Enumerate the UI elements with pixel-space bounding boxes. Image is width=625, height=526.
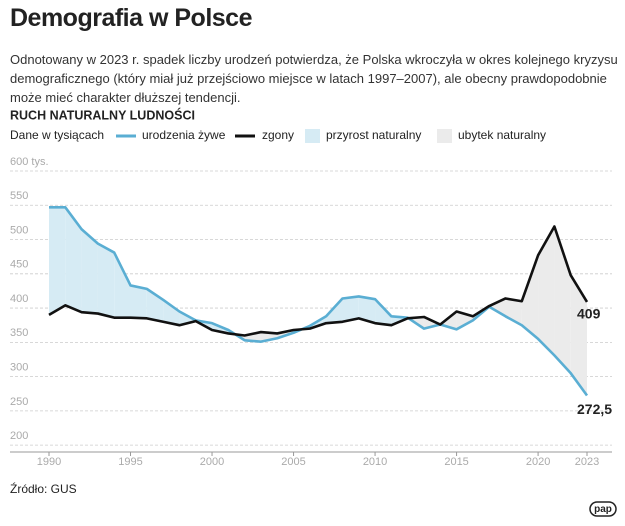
x-tick-label: 1990 xyxy=(37,456,61,468)
x-tick-label: 2015 xyxy=(444,456,468,468)
x-tick-label: 2005 xyxy=(281,456,305,468)
area-fill xyxy=(570,275,587,396)
x-tick-label: 2010 xyxy=(363,456,387,468)
logo-frame xyxy=(589,501,617,517)
area-fill xyxy=(114,252,131,318)
y-tick-label: 600 tys. xyxy=(10,156,49,168)
y-tick-label: 250 xyxy=(10,396,28,408)
area-fill xyxy=(505,298,522,326)
legend-label: ubytek naturalny xyxy=(458,128,546,142)
area-fill xyxy=(65,207,82,313)
y-tick-label: 450 xyxy=(10,259,28,271)
source: Źródło: GUS xyxy=(10,481,77,496)
area-fill xyxy=(260,332,278,342)
area-fill xyxy=(49,207,66,315)
x-tick-label: 2020 xyxy=(526,456,550,468)
area-fill xyxy=(342,296,359,322)
units-note: Dane w tysiącach xyxy=(10,128,104,142)
x-tick-label: 2000 xyxy=(200,456,224,468)
legend-swatch xyxy=(437,129,452,143)
area-fill xyxy=(130,285,147,319)
value-label: 409 xyxy=(577,306,601,322)
chart-title: RUCH NATURALNY LUDNOŚCI xyxy=(10,107,195,122)
area-fill xyxy=(358,296,376,324)
area-fill xyxy=(521,255,539,339)
area-fill xyxy=(489,298,506,317)
y-tick-label: 500 xyxy=(10,224,28,236)
title: Demografia w Polsce xyxy=(10,4,252,32)
legend-label: przyrost naturalny xyxy=(326,128,421,142)
y-tick-label: 350 xyxy=(10,327,28,339)
subtitle: Odnotowany w 2023 r. spadek liczby urodz… xyxy=(10,52,618,105)
value-label: 272,5 xyxy=(577,401,612,417)
y-tick-label: 400 xyxy=(10,293,28,305)
legend-label: urodzenia żywe xyxy=(142,128,226,142)
series-line xyxy=(48,225,589,337)
area-fill xyxy=(538,226,555,356)
series-line xyxy=(49,206,589,397)
y-tick-label: 550 xyxy=(10,190,28,202)
x-tick-label: 2023 xyxy=(575,456,599,468)
area-fill xyxy=(81,229,98,314)
logo: pap xyxy=(594,504,612,515)
x-tick-label: 1995 xyxy=(118,456,142,468)
area-fill xyxy=(375,299,392,326)
area-fill xyxy=(97,243,115,318)
legend-label: zgony xyxy=(262,128,294,142)
area-fill xyxy=(163,299,180,326)
y-tick-label: 300 xyxy=(10,362,28,374)
area-fill xyxy=(244,332,261,342)
legend-swatch xyxy=(305,129,320,143)
y-tick-label: 200 xyxy=(10,430,28,442)
